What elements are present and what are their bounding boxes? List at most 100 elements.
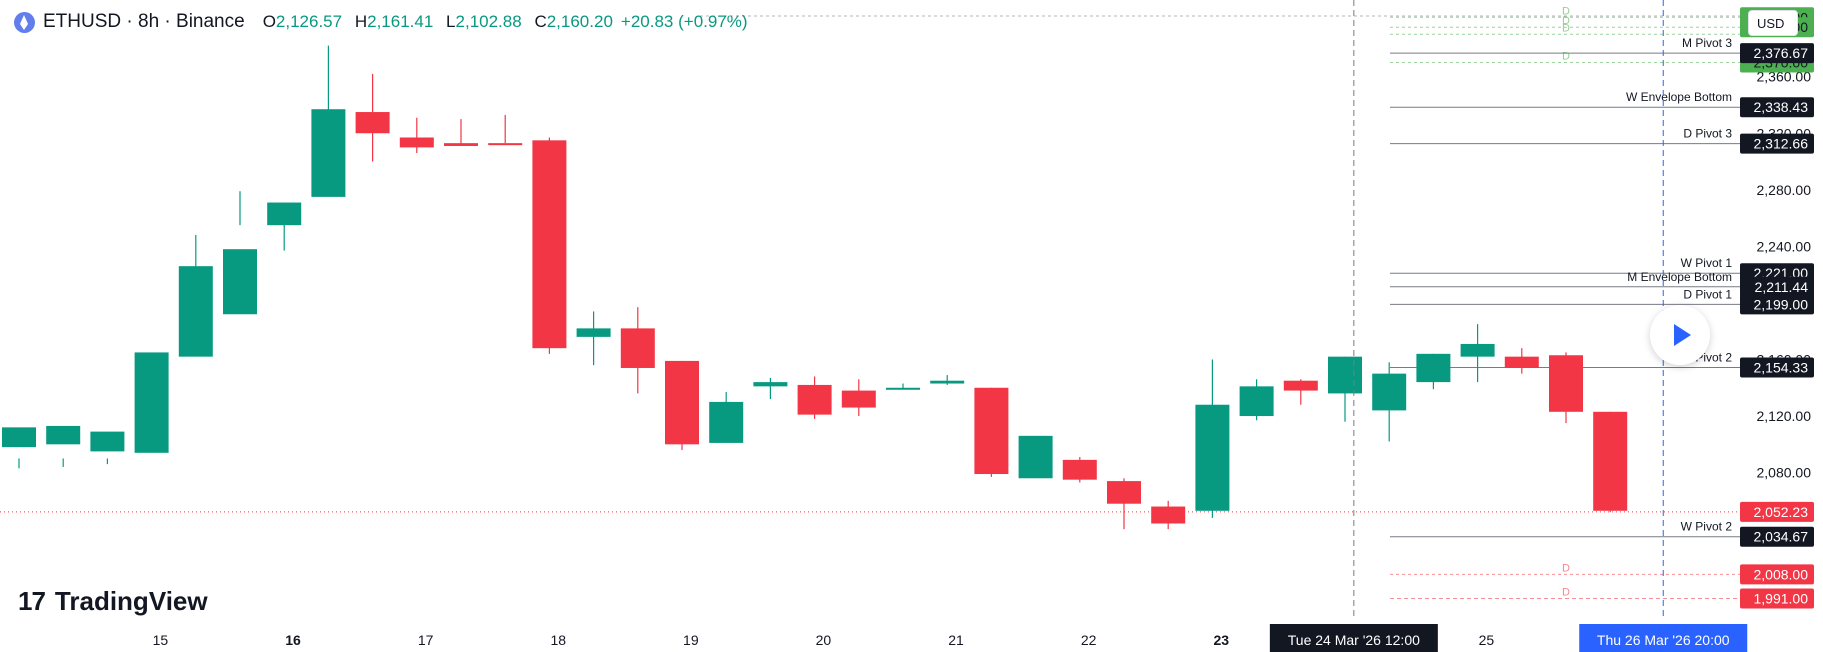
ohlc-values: O2,126.57 H2,161.41 L2,102.88 C2,160.20 (263, 12, 621, 32)
high-value: 2,161.41 (367, 12, 434, 31)
price-change: +20.83 (+0.97%) (620, 12, 748, 31)
level-label: W Pivot 1 (1681, 256, 1733, 270)
level-label: M Envelope Bottom (1627, 270, 1732, 284)
crosshair-time-text: Thu 26 Mar '26 20:00 (1597, 632, 1730, 648)
x-tick-label: 19 (683, 632, 699, 648)
close-value: 2,160.20 (546, 12, 613, 31)
y-tick-label: 2,280.00 (1757, 182, 1812, 198)
level-label: D Pivot 1 (1683, 287, 1732, 301)
play-button[interactable] (1650, 305, 1710, 365)
time-axis-background (0, 620, 1740, 652)
tradingview-mark-icon: 17 (18, 586, 46, 616)
y-tick-label: 2,120.00 (1757, 408, 1812, 424)
alert-level-label: D (1562, 51, 1570, 63)
alert-price-badge-text: 1,991.00 (1754, 590, 1809, 606)
high-label: H (354, 12, 368, 31)
alert-price-badge-text: 2,008.00 (1754, 566, 1809, 582)
candle-body (665, 360, 699, 445)
crosshair-time-text: Tue 24 Mar '26 12:00 (1288, 632, 1420, 648)
x-tick-label: 18 (550, 632, 566, 648)
candle-body (1372, 373, 1407, 411)
tradingview-logo[interactable]: 17 TradingView (18, 586, 208, 617)
symbol-title[interactable]: ETHUSD · 8h · Binance (43, 11, 245, 32)
candle-body (90, 431, 125, 452)
candle-body (2, 427, 36, 448)
level-price-badge-text: 2,338.43 (1754, 99, 1809, 115)
y-tick-label: 2,360.00 (1757, 69, 1812, 85)
candle-body (1018, 435, 1053, 479)
candle-body (886, 387, 920, 390)
symbol-header: ETHUSD · 8h · Binance O2,126.57 H2,161.4… (14, 10, 748, 34)
tradingview-wordmark: TradingView (54, 586, 208, 616)
alert-level-label: D (1562, 5, 1570, 17)
level-price-badge (1740, 526, 1814, 547)
candle-body (1593, 411, 1628, 511)
alert-level-label: D (1562, 586, 1570, 598)
x-tick-label: 21 (948, 632, 964, 648)
level-price-badge (1740, 357, 1814, 378)
x-tick-label: 15 (153, 632, 169, 648)
level-label: D Pivot 3 (1683, 127, 1732, 141)
level-price-badge-text: 2,154.33 (1754, 360, 1809, 376)
candle-body (532, 140, 567, 349)
low-value: 2,102.88 (455, 12, 522, 31)
candle-body (930, 380, 965, 384)
candle-body (488, 143, 523, 146)
candle-body (1416, 353, 1451, 383)
candle-body (1283, 380, 1318, 391)
candle-body (311, 109, 346, 197)
alert-level-label: D (1562, 562, 1570, 574)
current-price-badge (1740, 501, 1814, 522)
candle-body (355, 112, 390, 134)
candle-body (1107, 481, 1141, 504)
crosshair-time-badge (1579, 624, 1748, 652)
x-tick-label: 23 (1213, 632, 1229, 648)
candle-body (1239, 386, 1274, 417)
level-price-badge (1740, 276, 1814, 297)
current-price-badge-text: 2,052.23 (1754, 504, 1809, 520)
time-axis[interactable]: 1516171819202122232526Tue 24 Mar '26 12:… (0, 620, 1748, 652)
level-price-badge-text: 2,211.44 (1755, 279, 1809, 295)
candle-body (753, 382, 788, 387)
currency-button[interactable]: USD (1748, 10, 1798, 36)
levels-layer: M Pivot 3 W Envelope Bottom D Pivot 3 W Piv… (0, 5, 1740, 599)
candle-body (267, 202, 302, 226)
candle-body (178, 266, 213, 357)
level-price-badge-text: 2,376.67 (1754, 45, 1809, 61)
alert-price-badge (1740, 588, 1814, 609)
crosshair-layer (1353, 0, 1664, 620)
level-price-badge (1740, 97, 1814, 118)
candle-body (1460, 343, 1495, 357)
low-label: L (446, 12, 456, 31)
y-tick-label: 2,080.00 (1757, 465, 1812, 481)
level-price-badge (1740, 43, 1814, 64)
candle-body (399, 137, 434, 148)
candle-body (1328, 356, 1362, 394)
candle-body (444, 143, 478, 146)
candle-body (223, 249, 257, 315)
x-tick-label: 16 (285, 632, 301, 648)
level-label: W Envelope Bottom (1626, 90, 1732, 104)
level-price-badge-text: 2,199.00 (1754, 296, 1809, 312)
ethereum-logo-icon (14, 11, 35, 33)
level-price-badge (1740, 294, 1814, 315)
candle-body (134, 352, 169, 453)
price-axis[interactable]: 2,080.002,120.002,160.002,240.002,280.00… (1740, 0, 1823, 652)
candles-layer (2, 45, 1628, 530)
alert-price-badge (1740, 564, 1814, 585)
crosshair-time-badge (1269, 624, 1438, 652)
alert-level-label: D (1562, 22, 1570, 34)
level-price-badge-text: 2,034.67 (1754, 529, 1809, 545)
candle-body (620, 328, 655, 368)
candle-body (1062, 459, 1097, 480)
candle-body (1151, 506, 1186, 524)
candle-body (576, 328, 611, 337)
level-label: M Pivot 3 (1682, 36, 1732, 50)
y-tick-label: 2,240.00 (1757, 238, 1812, 254)
candle-body (1549, 355, 1583, 412)
alert-level-label: D (1562, 15, 1570, 27)
candle-body (1504, 356, 1539, 368)
level-price-badge (1740, 133, 1814, 154)
candle-body (46, 425, 81, 445)
